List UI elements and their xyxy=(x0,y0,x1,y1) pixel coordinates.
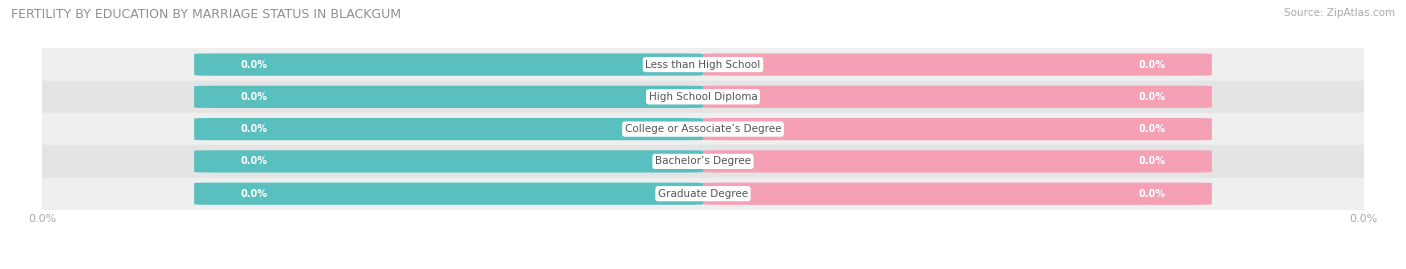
Text: 0.0%: 0.0% xyxy=(240,156,267,167)
Text: Source: ZipAtlas.com: Source: ZipAtlas.com xyxy=(1284,8,1395,18)
Bar xyxy=(42,48,1364,81)
Bar xyxy=(42,178,1364,210)
FancyBboxPatch shape xyxy=(194,86,703,108)
FancyBboxPatch shape xyxy=(194,118,703,140)
FancyBboxPatch shape xyxy=(703,118,1212,140)
Text: 0.0%: 0.0% xyxy=(1139,189,1166,199)
Text: 0.0%: 0.0% xyxy=(1139,92,1166,102)
Text: 0.0%: 0.0% xyxy=(1139,156,1166,167)
Text: College or Associate’s Degree: College or Associate’s Degree xyxy=(624,124,782,134)
Text: Bachelor’s Degree: Bachelor’s Degree xyxy=(655,156,751,167)
Bar xyxy=(42,113,1364,145)
Text: 0.0%: 0.0% xyxy=(240,59,267,70)
Text: 0.0%: 0.0% xyxy=(240,92,267,102)
Text: Graduate Degree: Graduate Degree xyxy=(658,189,748,199)
Text: 0.0%: 0.0% xyxy=(1139,124,1166,134)
FancyBboxPatch shape xyxy=(703,86,1212,108)
Legend: Married, Unmarried: Married, Unmarried xyxy=(619,266,787,269)
FancyBboxPatch shape xyxy=(194,183,703,205)
Text: 0.0%: 0.0% xyxy=(240,124,267,134)
Bar xyxy=(42,81,1364,113)
FancyBboxPatch shape xyxy=(194,54,703,76)
FancyBboxPatch shape xyxy=(703,150,1212,172)
FancyBboxPatch shape xyxy=(194,150,703,172)
Text: Less than High School: Less than High School xyxy=(645,59,761,70)
FancyBboxPatch shape xyxy=(703,54,1212,76)
Text: 0.0%: 0.0% xyxy=(1139,59,1166,70)
FancyBboxPatch shape xyxy=(703,183,1212,205)
Text: FERTILITY BY EDUCATION BY MARRIAGE STATUS IN BLACKGUM: FERTILITY BY EDUCATION BY MARRIAGE STATU… xyxy=(11,8,401,21)
Text: High School Diploma: High School Diploma xyxy=(648,92,758,102)
Bar xyxy=(42,145,1364,178)
Text: 0.0%: 0.0% xyxy=(240,189,267,199)
